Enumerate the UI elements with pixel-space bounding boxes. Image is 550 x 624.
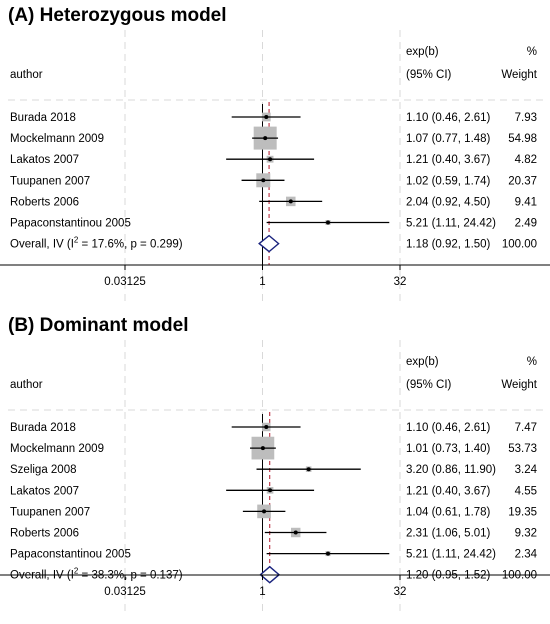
pa-study-weight: 9.41 [515, 196, 537, 208]
pa-study-weight: 2.49 [515, 218, 537, 230]
pb-x-tick-label: 1 [259, 586, 265, 598]
pb-study-point [293, 530, 298, 535]
pb-study-ci: 1.01 (0.73, 1.40) [406, 443, 491, 455]
pb-study-point [306, 467, 311, 472]
pb-study-author: Papaconstantinou 2005 [10, 549, 131, 561]
pa-study-author: Mockelmann 2009 [10, 133, 104, 145]
pb-study-ci: 1.21 (0.40, 3.67) [406, 485, 491, 497]
pb-study-author: Mockelmann 2009 [10, 443, 104, 455]
pb-header-author: author [10, 379, 43, 391]
pa-study-point [325, 220, 330, 225]
pa-study-point [268, 157, 273, 162]
pb-study-point [268, 488, 273, 493]
pb-study-point [262, 509, 267, 514]
pb-study-weight: 9.32 [515, 528, 537, 540]
pb-study-author: Lakatos 2007 [10, 485, 79, 497]
pa-study-weight: 7.93 [515, 112, 537, 124]
pb-study-ci: 5.21 (1.11, 24.42) [406, 549, 496, 561]
pa-study-ci: 5.21 (1.11, 24.42) [406, 218, 496, 230]
pb-study-point [264, 425, 269, 429]
pa-study-weight: 54.98 [508, 133, 537, 145]
pa-study-point [261, 178, 266, 183]
pa-study-author: Roberts 2006 [10, 196, 79, 208]
pa-study-ci: 2.04 (0.92, 4.50) [406, 196, 491, 208]
pb-study-weight: 19.35 [508, 506, 537, 518]
pa-overall-diamond [258, 234, 280, 253]
pb-study-author: Burada 2018 [10, 422, 76, 434]
pb-study-ci: 3.20 (0.86, 11.90) [406, 464, 496, 476]
pa-study-point [288, 199, 293, 204]
pa-study-author: Lakatos 2007 [10, 154, 79, 166]
pa-study-ci: 1.21 (0.40, 3.67) [406, 154, 491, 166]
pb-header-effect: exp(b) [406, 356, 439, 368]
pb-study-ci: 2.31 (1.06, 5.01) [406, 528, 491, 540]
panel-b-title: (B) Dominant model [8, 315, 189, 336]
pb-study-weight: 4.55 [515, 485, 537, 497]
pb-study-point [260, 446, 265, 451]
pb-overall-label: Overall, IV (I2 = 38.3%, p = 0.137) [10, 567, 183, 582]
pa-header-effect: exp(b) [406, 46, 439, 58]
pb-study-point [325, 551, 330, 556]
pb-x-tick-label: 32 [394, 586, 407, 598]
pa-overall-weight: 100.00 [502, 239, 537, 251]
panel-a-title: (A) Heterozygous model [8, 5, 227, 26]
pb-study-author: Szeliga 2008 [10, 464, 77, 476]
pa-header-ci: (95% CI) [406, 69, 452, 81]
pb-overall-weight: 100.00 [502, 570, 537, 582]
pb-header-weight-symbol: % [527, 356, 537, 368]
pa-study-point [264, 115, 269, 119]
pa-study-ci: 1.02 (0.59, 1.74) [406, 175, 491, 187]
pa-header-weight: Weight [501, 69, 537, 81]
pa-study-author: Burada 2018 [10, 112, 76, 124]
pa-header-author: author [10, 69, 43, 81]
pb-study-ci: 1.10 (0.46, 2.61) [406, 422, 491, 434]
pa-study-weight: 20.37 [508, 175, 537, 187]
pa-header-weight-symbol: % [527, 46, 537, 58]
pb-x-tick-label: 0.03125 [104, 586, 146, 598]
pb-study-weight: 3.24 [515, 464, 538, 476]
pa-study-author: Papaconstantinou 2005 [10, 218, 131, 230]
pb-study-weight: 7.47 [515, 422, 537, 434]
pa-study-author: Tuupanen 2007 [10, 175, 90, 187]
pa-study-ci: 1.07 (0.77, 1.48) [406, 133, 491, 145]
pb-header-weight: Weight [501, 379, 537, 391]
pb-study-weight: 53.73 [508, 443, 537, 455]
pa-study-weight: 4.82 [515, 154, 537, 166]
pa-study-point [263, 136, 268, 141]
pb-study-author: Roberts 2006 [10, 528, 79, 540]
pa-x-tick-label: 0.03125 [104, 276, 146, 288]
pa-overall-label: Overall, IV (I2 = 17.6%, p = 0.299) [10, 236, 183, 251]
pa-study-ci: 1.10 (0.46, 2.61) [406, 112, 491, 124]
pa-x-tick-label: 32 [394, 276, 407, 288]
pb-overall-ci: 1.20 (0.95, 1.52) [406, 570, 491, 582]
pa-overall-ci: 1.18 (0.92, 1.50) [406, 239, 491, 251]
pb-study-ci: 1.04 (0.61, 1.78) [406, 506, 491, 518]
pa-x-tick-label: 1 [259, 276, 265, 288]
pb-header-ci: (95% CI) [406, 379, 452, 391]
pb-study-weight: 2.34 [515, 549, 538, 561]
pb-study-author: Tuupanen 2007 [10, 506, 90, 518]
